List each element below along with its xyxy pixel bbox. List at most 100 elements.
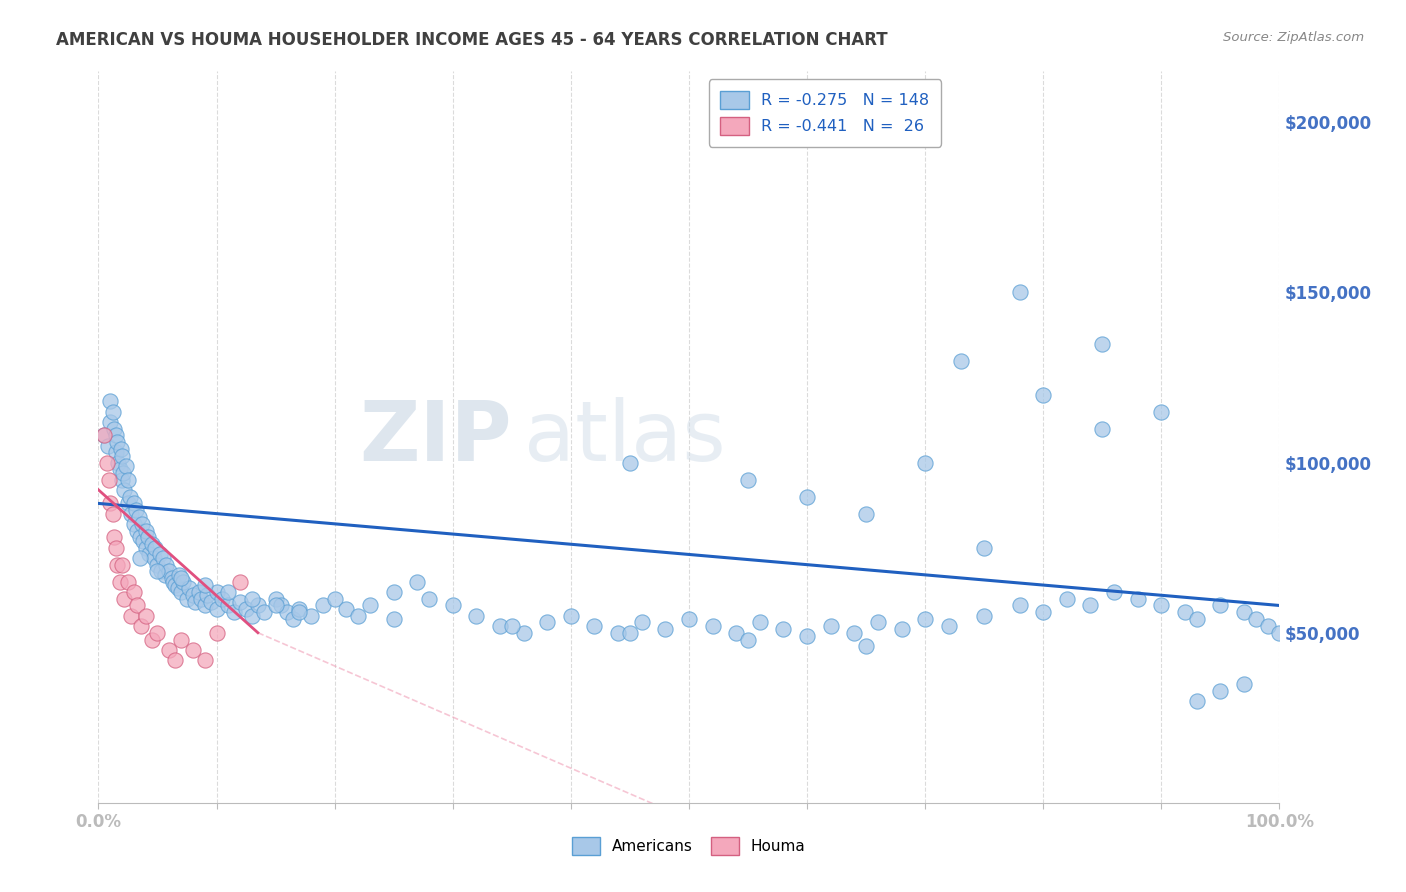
Point: [229, 574, 252, 589]
Point: [630, 615, 652, 630]
Point: [105, 435, 128, 450]
Point: [382, 585, 405, 599]
Point: [619, 625, 641, 640]
Point: [105, 445, 128, 459]
Point: [702, 619, 724, 633]
Point: [194, 578, 217, 592]
Point: [264, 599, 287, 613]
Point: [619, 456, 641, 470]
Point: [184, 595, 207, 609]
Point: [136, 531, 159, 545]
Point: [131, 516, 153, 531]
Point: [167, 567, 190, 582]
Point: [1233, 605, 1256, 619]
Point: [441, 599, 464, 613]
Point: [347, 608, 370, 623]
Point: [127, 599, 149, 613]
Point: [122, 496, 145, 510]
Point: [512, 625, 534, 640]
Point: [112, 466, 135, 480]
Point: [914, 456, 936, 470]
Text: ZIP: ZIP: [360, 397, 512, 477]
Point: [97, 439, 120, 453]
Point: [149, 548, 172, 562]
Point: [110, 442, 132, 456]
Point: [678, 612, 700, 626]
Point: [938, 619, 960, 633]
Point: [465, 608, 488, 623]
Text: AMERICAN VS HOUMA HOUSEHOLDER INCOME AGES 45 - 64 YEARS CORRELATION CHART: AMERICAN VS HOUMA HOUSEHOLDER INCOME AGE…: [56, 31, 887, 49]
Point: [796, 490, 818, 504]
Point: [737, 632, 759, 647]
Point: [264, 591, 287, 606]
Point: [112, 591, 135, 606]
Point: [114, 458, 136, 473]
Point: [143, 541, 166, 555]
Point: [1185, 694, 1208, 708]
Point: [103, 531, 125, 545]
Point: [224, 605, 246, 619]
Point: [855, 507, 877, 521]
Point: [288, 605, 311, 619]
Point: [312, 599, 335, 613]
Text: Source: ZipAtlas.com: Source: ZipAtlas.com: [1223, 31, 1364, 45]
Point: [152, 550, 174, 565]
Point: [288, 602, 311, 616]
Point: [181, 642, 204, 657]
Point: [1150, 599, 1173, 613]
Point: [121, 507, 143, 521]
Point: [973, 608, 995, 623]
Point: [194, 653, 217, 667]
Point: [1080, 599, 1102, 613]
Point: [205, 625, 228, 640]
Point: [157, 565, 180, 579]
Point: [111, 473, 134, 487]
Point: [583, 619, 606, 633]
Point: [205, 585, 228, 599]
Point: [276, 605, 298, 619]
Point: [98, 415, 121, 429]
Point: [121, 608, 143, 623]
Point: [93, 428, 115, 442]
Point: [146, 558, 169, 572]
Point: [181, 588, 204, 602]
Point: [105, 558, 128, 572]
Point: [211, 591, 233, 606]
Point: [170, 571, 193, 585]
Point: [382, 612, 405, 626]
Point: [165, 578, 187, 592]
Point: [855, 640, 877, 654]
Point: [560, 608, 582, 623]
Point: [194, 599, 217, 613]
Point: [1233, 677, 1256, 691]
Point: [146, 565, 169, 579]
Point: [135, 608, 157, 623]
Point: [1257, 619, 1279, 633]
Point: [155, 558, 177, 572]
Point: [120, 490, 142, 504]
Point: [200, 595, 222, 609]
Point: [122, 516, 145, 531]
Point: [111, 558, 134, 572]
Point: [150, 565, 173, 579]
Point: [1209, 599, 1232, 613]
Point: [536, 615, 558, 630]
Legend: Americans, Houma: Americans, Houma: [567, 831, 811, 861]
Point: [270, 599, 292, 613]
Point: [1032, 605, 1054, 619]
Point: [1185, 612, 1208, 626]
Point: [125, 503, 148, 517]
Point: [725, 625, 748, 640]
Point: [1244, 612, 1267, 626]
Point: [166, 582, 188, 596]
Point: [117, 473, 139, 487]
Point: [170, 632, 193, 647]
Point: [170, 585, 193, 599]
Point: [949, 353, 972, 368]
Point: [176, 591, 198, 606]
Point: [748, 615, 770, 630]
Point: [1209, 683, 1232, 698]
Point: [108, 462, 131, 476]
Point: [772, 622, 794, 636]
Point: [117, 574, 139, 589]
